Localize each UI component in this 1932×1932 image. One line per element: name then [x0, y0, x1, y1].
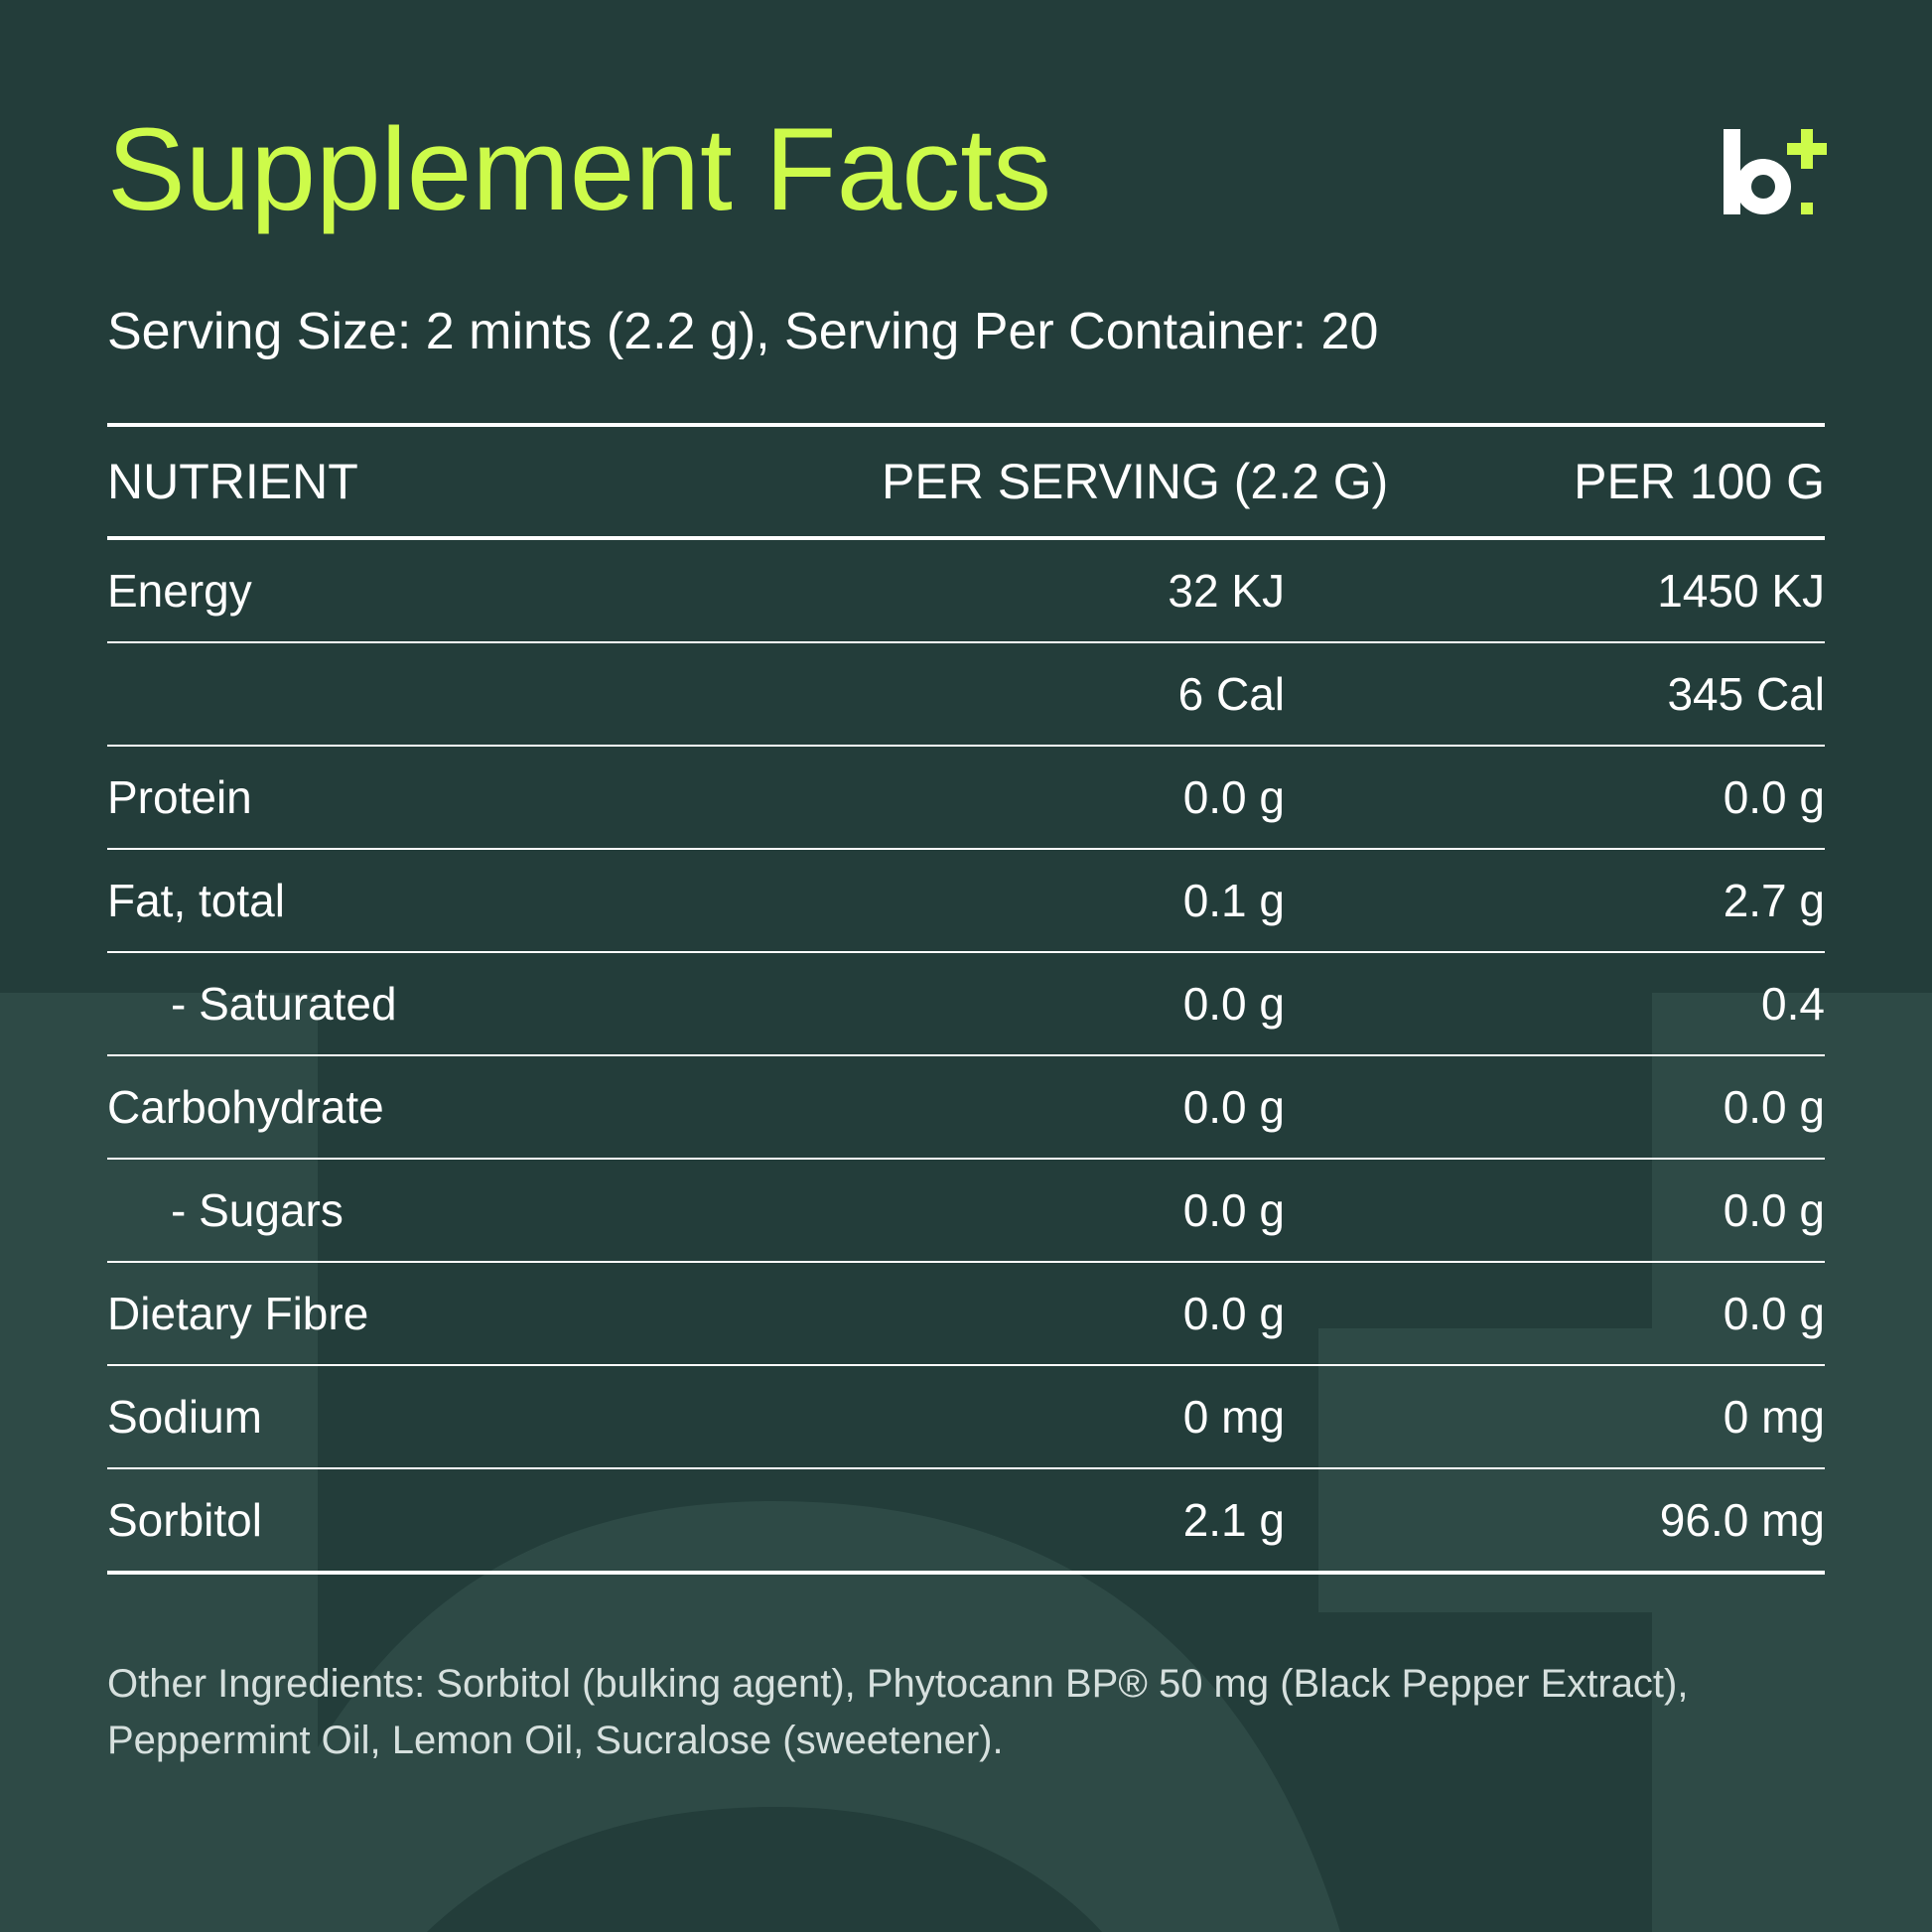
table-row: - Sugars 0.0 g 0.0 g — [107, 1160, 1825, 1263]
per-100g-value: 96.0 mg — [1659, 1494, 1825, 1546]
per-100g-value: 0.4 — [1761, 978, 1825, 1030]
nutrient-name: - Saturated — [171, 978, 397, 1030]
nutrient-name: Carbohydrate — [107, 1081, 384, 1133]
per-100g-value: 2.7 g — [1723, 875, 1825, 926]
nutrient-name: Fat, total — [107, 875, 285, 926]
per-100g-value: 1450 KJ — [1657, 565, 1825, 617]
per-serving-value: 0.0 g — [1182, 771, 1285, 823]
nutrient-name: Sodium — [107, 1391, 262, 1443]
per-serving-value: 2.1 g — [1182, 1494, 1285, 1546]
per-serving-value: 6 Cal — [1177, 668, 1285, 720]
table-row: Sorbitol 2.1 g 96.0 mg — [107, 1469, 1825, 1571]
table-row: Carbohydrate 0.0 g 0.0 g — [107, 1056, 1825, 1160]
nutrient-name: Sorbitol — [107, 1494, 262, 1546]
b-plus-logo-icon — [1724, 129, 1827, 214]
nutrient-name: Energy — [107, 565, 252, 617]
per-serving-value: 0.0 g — [1182, 1288, 1285, 1339]
header-per-serving: PER SERVING (2.2 G) — [882, 454, 1389, 509]
nutrient-name: Protein — [107, 771, 252, 823]
table-top-rule — [107, 423, 1825, 427]
per-100g-value: 0.0 g — [1723, 771, 1825, 823]
table-row: Sodium 0 mg 0 mg — [107, 1366, 1825, 1469]
nutrient-name: - Sugars — [171, 1184, 344, 1236]
header-per-100g: PER 100 G — [1574, 454, 1825, 509]
per-serving-value: 0.0 g — [1182, 978, 1285, 1030]
per-100g-value: 0 mg — [1723, 1391, 1825, 1443]
serving-info: Serving Size: 2 mints (2.2 g), Serving P… — [107, 303, 1379, 360]
per-serving-value: 0 mg — [1182, 1391, 1285, 1443]
per-100g-value: 345 Cal — [1667, 668, 1825, 720]
per-100g-value: 0.0 g — [1723, 1184, 1825, 1236]
per-serving-value: 0.0 g — [1182, 1081, 1285, 1133]
table-header-row: NUTRIENT PER SERVING (2.2 G) PER 100 G — [107, 427, 1825, 536]
per-serving-value: 0.0 g — [1182, 1184, 1285, 1236]
table-header-rule — [107, 536, 1825, 540]
table-row: Fat, total 0.1 g 2.7 g — [107, 850, 1825, 953]
per-serving-value: 0.1 g — [1182, 875, 1285, 926]
page-title: Supplement Facts — [107, 104, 1052, 235]
table-row: Energy 32 KJ 1450 KJ — [107, 540, 1825, 643]
table-row: Protein 0.0 g 0.0 g — [107, 747, 1825, 850]
table-row: 6 Cal 345 Cal — [107, 643, 1825, 747]
nutrition-table: NUTRIENT PER SERVING (2.2 G) PER 100 G E… — [107, 423, 1825, 1575]
nutrient-name: Dietary Fibre — [107, 1288, 369, 1339]
header-nutrient: NUTRIENT — [107, 454, 358, 509]
per-100g-value: 0.0 g — [1723, 1288, 1825, 1339]
per-100g-value: 0.0 g — [1723, 1081, 1825, 1133]
table-row: - Saturated 0.0 g 0.4 — [107, 953, 1825, 1056]
table-bottom-rule — [107, 1571, 1825, 1575]
per-serving-value: 32 KJ — [1168, 565, 1285, 617]
other-ingredients: Other Ingredients: Sorbitol (bulking age… — [107, 1662, 1689, 1762]
table-row: Dietary Fibre 0.0 g 0.0 g — [107, 1263, 1825, 1366]
